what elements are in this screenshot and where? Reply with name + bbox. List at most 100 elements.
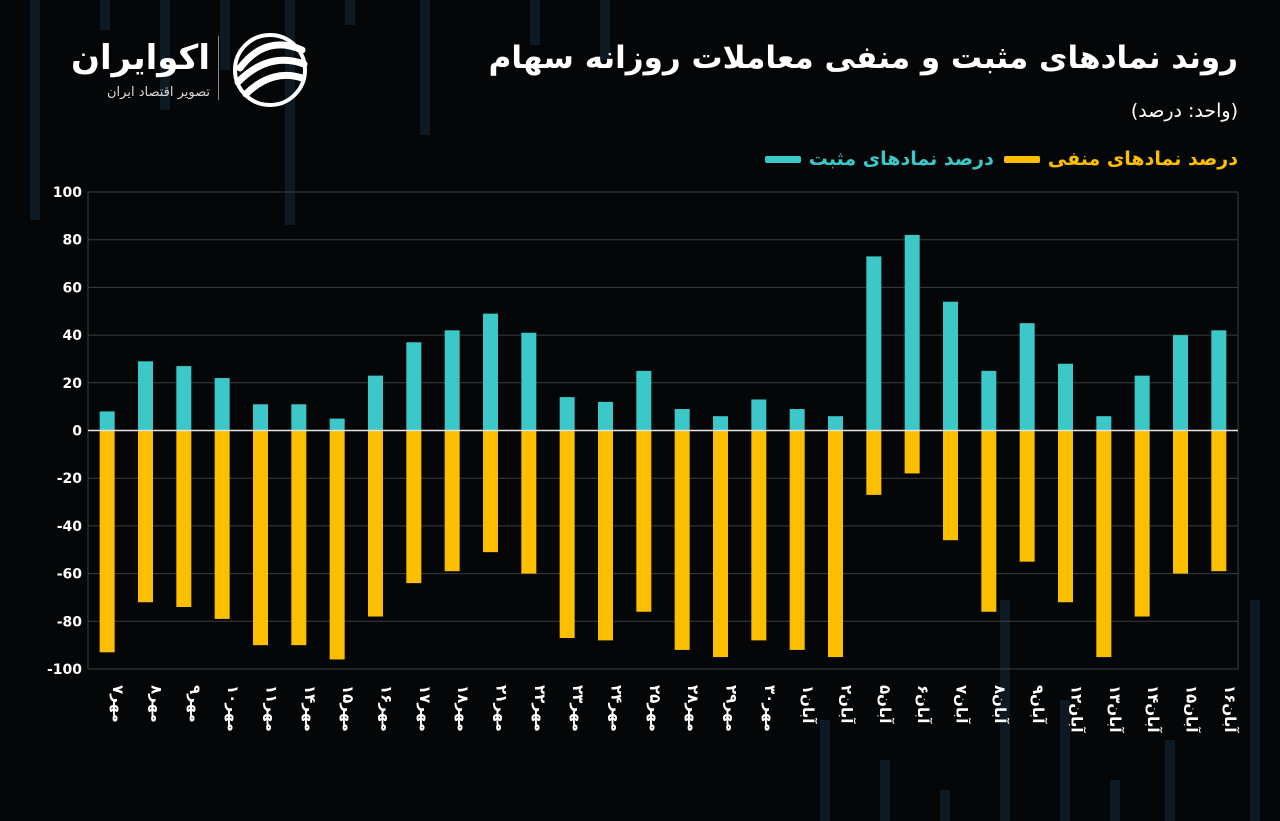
bar-positive — [1058, 363, 1073, 431]
bar-negative — [406, 430, 422, 584]
bar-positive — [138, 361, 153, 431]
bar-positive — [406, 342, 422, 431]
background-candle — [600, 0, 610, 60]
y-tick-label: 0 — [72, 424, 82, 440]
bar-positive — [674, 409, 690, 431]
x-tick-label: مهر۲۱ — [493, 685, 511, 732]
bar-positive — [636, 370, 652, 431]
legend-item-negative: درصد نمادهای منفی — [1003, 148, 1238, 170]
x-tick-label: مهر۱۴ — [301, 685, 319, 732]
bar-positive — [444, 330, 460, 431]
x-tick-label: مهر۱۱ — [263, 685, 281, 732]
bar-negative — [1096, 430, 1112, 658]
bar-negative — [751, 430, 767, 641]
bar-positive — [598, 401, 613, 431]
logo-tagline: تصویر اقتصاد ایران — [107, 85, 210, 100]
chart-title: روند نمادهای مثبت و منفی معاملات روزانه … — [488, 40, 1238, 76]
ecoiran-logo: اکوایران تصویر اقتصاد ایران — [50, 28, 310, 108]
y-tick-label: -100 — [47, 662, 82, 678]
x-tick-label: آبان۵ — [876, 685, 894, 724]
bar-positive — [176, 366, 192, 431]
bar-negative — [674, 430, 690, 650]
bar-negative — [291, 430, 307, 646]
bar-positive — [368, 375, 383, 431]
x-tick-label: مهر۱۶ — [378, 685, 396, 732]
bar-positive — [1019, 323, 1035, 431]
chart-unit: (واحد: درصد) — [1130, 100, 1238, 122]
background-candle — [1110, 780, 1120, 821]
x-tick-label: مهر۱۵ — [339, 685, 357, 732]
legend-item-positive: درصد نمادهای مثبت — [764, 148, 994, 170]
bar-negative — [368, 430, 383, 617]
x-tick-label: مهر۲۳ — [569, 685, 587, 732]
background-candle — [100, 0, 110, 30]
x-tick-label: آبان۷ — [953, 685, 971, 724]
bar-negative — [483, 430, 498, 553]
y-tick-label: 60 — [63, 280, 83, 296]
x-tick-label: مهر۲۸ — [684, 685, 702, 732]
x-tick-label: آبان۱۴ — [1144, 685, 1162, 733]
bar-positive — [904, 234, 920, 431]
bar-positive — [291, 404, 307, 431]
background-candle — [30, 0, 40, 220]
y-tick-label: 100 — [53, 185, 82, 201]
bar-positive — [866, 256, 882, 431]
x-tick-label: آبان۹ — [1029, 685, 1047, 724]
background-candle — [1250, 600, 1260, 821]
legend-label-positive: درصد نمادهای مثبت — [808, 148, 994, 170]
y-tick-label: 20 — [63, 376, 83, 392]
bar-negative — [329, 430, 345, 660]
bar-positive — [99, 411, 115, 431]
background-candle — [345, 0, 355, 25]
bar-negative — [521, 430, 537, 574]
background-candle — [820, 720, 830, 821]
y-tick-label: -60 — [57, 567, 83, 583]
bar-negative — [904, 430, 920, 474]
bar-negative — [444, 430, 460, 572]
background-candle — [220, 0, 230, 70]
bar-negative — [99, 430, 115, 653]
bar-negative — [981, 430, 997, 612]
bar-positive — [1134, 375, 1150, 431]
x-tick-label: مهر۱۸ — [454, 685, 472, 732]
background-candle — [1000, 600, 1010, 821]
x-tick-label: مهر۱۷ — [416, 685, 434, 732]
x-tick-label: آبان۸ — [991, 685, 1009, 724]
bar-negative — [1211, 430, 1227, 572]
bar-negative — [138, 430, 153, 603]
y-tick-label: -80 — [57, 614, 83, 630]
x-tick-label: مهر۲۴ — [608, 685, 626, 732]
x-tick-label: آبان۲ — [838, 685, 856, 724]
y-tick-label: 80 — [63, 233, 83, 249]
bar-negative — [713, 430, 728, 658]
bar-negative — [636, 430, 652, 612]
bar-negative — [866, 430, 882, 495]
x-tick-label: آبان۶ — [914, 685, 932, 724]
legend-swatch-positive — [764, 155, 801, 163]
bar-positive — [214, 378, 230, 431]
bar-negative — [1019, 430, 1035, 562]
bar-negative — [559, 430, 575, 638]
bar-positive — [483, 313, 498, 431]
background-candle — [1060, 700, 1070, 821]
bar-negative — [828, 430, 843, 658]
logo-name: اکوایران — [71, 38, 210, 78]
background-candle — [160, 0, 170, 110]
bar-negative — [176, 430, 192, 607]
x-tick-label: آبان۱۲ — [1068, 685, 1086, 733]
background-candle — [880, 760, 890, 821]
bar-positive — [559, 397, 575, 431]
x-tick-label: مهر۲۲ — [531, 685, 549, 732]
bar-negative — [1058, 430, 1073, 603]
y-tick-label: -40 — [57, 519, 83, 535]
bar-negative — [943, 430, 958, 541]
y-tick-label: -20 — [57, 471, 83, 487]
x-tick-label: مهر۱۰ — [224, 685, 242, 732]
bar-positive — [1211, 330, 1227, 431]
bar-positive — [1096, 416, 1112, 431]
x-tick-label: مهر۷ — [109, 685, 127, 723]
x-tick-label: آبان۱۵ — [1183, 685, 1201, 733]
legend-label-negative: درصد نمادهای منفی — [1047, 148, 1238, 170]
